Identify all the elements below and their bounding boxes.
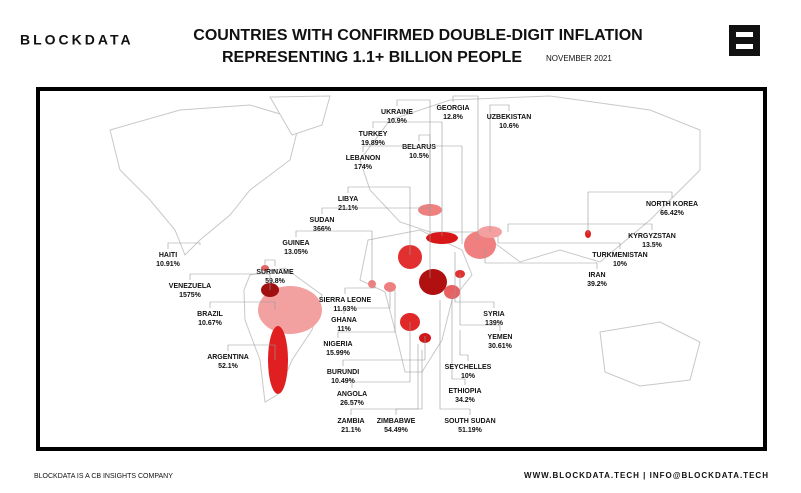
country-name: SUDAN [310, 217, 335, 224]
country-name: ARGENTINA [207, 354, 249, 361]
country-name: BELARUS [402, 144, 436, 151]
leader-line [507, 223, 653, 232]
country-inflation: 52.1% [218, 363, 239, 370]
leader-line [351, 322, 411, 388]
country-inflation: 66.42% [660, 210, 685, 217]
country-name: SYRIA [483, 311, 504, 318]
country-name: IRAN [588, 272, 605, 279]
country-inflation: 10% [613, 261, 628, 268]
country-name: SOUTH SUDAN [444, 418, 495, 425]
country-inflation: 10.67% [198, 320, 223, 327]
country-name: ZAMBIA [337, 418, 364, 425]
leader-line [454, 252, 495, 308]
country-inflation: 10.6% [499, 123, 520, 130]
country-name: KYRGYZSTAN [628, 233, 676, 240]
leader-line [452, 95, 479, 240]
country-inflation: 26.57% [340, 400, 365, 407]
logo-icon [729, 25, 760, 56]
country-inflation: 51.19% [458, 427, 483, 434]
country-name: ETHIOPIA [448, 388, 481, 395]
country-inflation: 10% [461, 373, 476, 380]
country-inflation: 366% [313, 226, 332, 233]
title-line: REPRESENTING 1.1+ BILLION PEOPLE [222, 49, 522, 66]
country-inflation: 13.05% [284, 249, 309, 256]
country-name: GHANA [331, 317, 357, 324]
highlighted-countries [258, 204, 591, 394]
country-name: BRAZIL [197, 311, 223, 318]
country-name: GUINEA [282, 240, 309, 247]
country-name: NORTH KOREA [646, 201, 698, 208]
country-name: SEYCHELLES [445, 364, 492, 371]
leader-line [350, 344, 419, 415]
country-inflation: 10.91% [156, 261, 181, 268]
country-inflation: 30.61% [488, 343, 513, 350]
country-name: TURKEY [359, 131, 388, 138]
leader-line [395, 350, 423, 415]
leader-line [209, 301, 276, 310]
brand: BLOCKDATA [20, 32, 134, 48]
leader-line [418, 134, 431, 212]
leader-line [264, 259, 276, 268]
leader-line [497, 236, 621, 249]
date: NOVEMBER 2021 [546, 54, 612, 63]
country-inflation: 21.1% [338, 205, 359, 212]
country-name: HAITI [159, 252, 177, 259]
leader-line [337, 290, 396, 338]
country-inflation: 54.49% [384, 427, 409, 434]
leader-line [347, 186, 411, 255]
country-inflation: 15.99% [326, 350, 351, 357]
country-inflation: 1575% [179, 292, 202, 299]
country-inflation: 12.8% [443, 114, 464, 121]
footer-left: BLOCKDATA IS A CB INSIGHTS COMPANY [34, 473, 173, 480]
country-inflation: 10.9% [387, 118, 408, 125]
title-line: COUNTRIES WITH CONFIRMED DOUBLE-DIGIT IN… [193, 27, 642, 44]
country-inflation: 10.49% [331, 378, 356, 385]
country-name: ANGOLA [337, 391, 367, 398]
world-map [109, 95, 701, 403]
leader-line [227, 344, 276, 360]
country-name: NIGERIA [323, 341, 352, 348]
country-inflation: 11% [337, 326, 351, 333]
country-name: TURKMENISTAN [592, 252, 647, 259]
leader-line [342, 336, 426, 366]
leader-line [167, 242, 201, 249]
leader-line [295, 230, 373, 284]
country-name: SURINAME [256, 269, 294, 276]
country-name: VENEZUELA [169, 283, 211, 290]
leader-line [189, 273, 271, 290]
country-name: UZBEKISTAN [487, 114, 532, 121]
country-name: UKRAINE [381, 109, 413, 116]
country-name: SIERRA LEONE [319, 297, 372, 304]
footer-right: WWW.BLOCKDATA.TECH | INFO@BLOCKDATA.TECH [524, 471, 769, 480]
leader-line [587, 191, 673, 234]
leader-line [343, 288, 391, 314]
leader-line [372, 121, 443, 236]
country-inflation: 19.89% [361, 140, 386, 147]
country-inflation: 174% [354, 164, 373, 171]
country-name: BURUNDI [327, 369, 359, 376]
leader-line [451, 294, 466, 385]
leader-line [362, 145, 463, 244]
leader-line [484, 248, 598, 269]
leader-line [489, 104, 510, 232]
country-name: LIBYA [338, 196, 358, 203]
country-name: LEBANON [346, 155, 381, 162]
leader-line [459, 330, 469, 361]
country-inflation: 21.1% [341, 427, 362, 434]
country-name: ZIMBABWE [377, 418, 416, 425]
country-name: YEMEN [488, 334, 513, 341]
country-inflation: 10.5% [409, 153, 430, 160]
country-inflation: 11.63% [333, 306, 357, 313]
leader-line [439, 300, 471, 415]
country-name: GEORGIA [436, 105, 469, 112]
country-inflation: 13.5% [642, 242, 663, 249]
leader-line [344, 286, 376, 294]
country-inflation: 139% [485, 320, 504, 327]
country-inflation: 39.2% [587, 281, 608, 288]
leader-line [459, 274, 501, 331]
country-inflation: 34.2% [455, 397, 476, 404]
country-inflation: 59.8% [265, 278, 286, 285]
leader-line [321, 207, 431, 278]
